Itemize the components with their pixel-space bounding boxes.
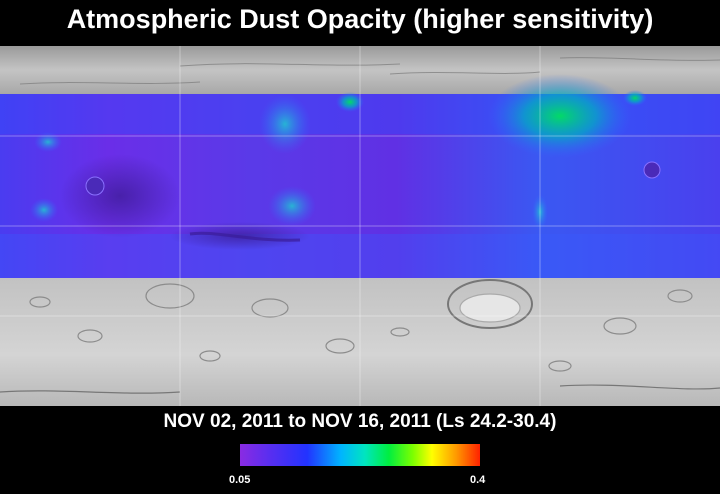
dust-hotspot-large [488, 74, 632, 158]
dust-opacity-map [0, 46, 720, 406]
volcano-feature [643, 161, 661, 179]
opacity-colorbar [240, 444, 480, 466]
dust-hotspot-southwest [30, 198, 58, 222]
dust-hotspot-west [34, 132, 62, 152]
dust-hotspot-center-south [268, 186, 316, 226]
date-range-label: NOV 02, 2011 to NOV 16, 2011 (Ls 24.2-30… [163, 411, 557, 432]
colorbar-max-label: 0.4 [470, 474, 486, 486]
terrain-south [0, 278, 720, 406]
terrain-north-texture [19, 57, 720, 85]
tharsis-region [60, 154, 180, 238]
map-title: Atmospheric Dust Opacity (higher sensiti… [66, 4, 654, 34]
dust-band-shade-bottom [0, 234, 720, 278]
dust-hotspot-north-small [336, 92, 364, 112]
map-gridlines [0, 46, 720, 406]
dust-hotspot-east [532, 194, 548, 230]
dust-hotspot-north-east [623, 90, 647, 106]
volcano-feature [85, 176, 105, 196]
colorbar-min-label: 0.05 [229, 474, 251, 486]
dust-hotspot-north-center [259, 94, 311, 154]
canyon-feature [189, 231, 301, 242]
terrain-south-texture [0, 279, 720, 394]
